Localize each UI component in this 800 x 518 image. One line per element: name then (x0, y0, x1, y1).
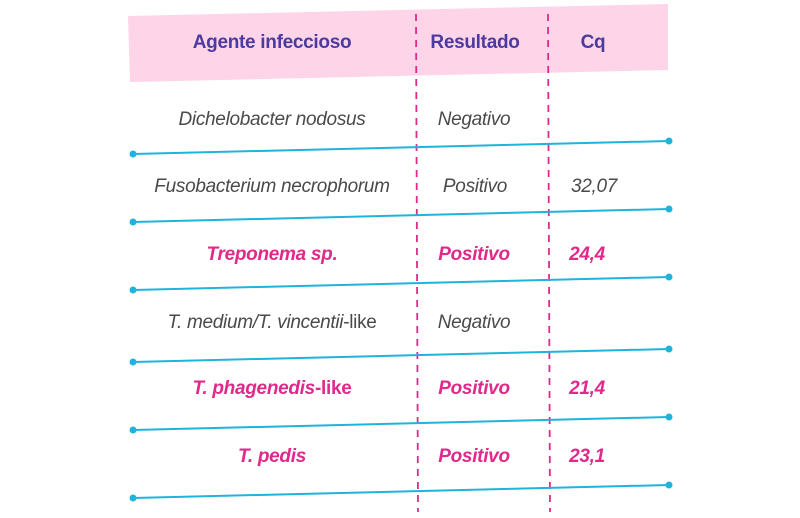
header-background (128, 4, 668, 82)
agent-cell: Dichelobacter nodosus (178, 109, 366, 130)
row-separator-2 (129, 205, 673, 226)
result-cell: Positivo (438, 244, 510, 265)
agent-name: T. phagenedis (192, 378, 316, 399)
result-cell: Positivo (442, 176, 508, 197)
agent-cell: T. pedis (238, 446, 306, 467)
agent-suffix: -like (343, 312, 377, 333)
cq-cell: 32,07 (570, 176, 618, 197)
cq-cell: 24,4 (569, 244, 605, 265)
header-result: Resultado (430, 32, 520, 53)
result-cell: Positivo (438, 378, 510, 399)
cq-cell: 23,1 (569, 446, 605, 467)
row-separator-5 (129, 413, 673, 434)
header-band (128, 4, 668, 82)
result-cell: Negativo (437, 312, 511, 333)
row-separator-4 (129, 345, 673, 366)
agent-cell: T. phagenedis-like (193, 378, 352, 400)
agent-cell: Fusobacterium necrophorum (154, 176, 390, 197)
agent-name: T. medium/T. vincentii (167, 312, 344, 333)
cq-cell: 21,4 (569, 378, 605, 399)
result-cell: Positivo (438, 446, 510, 467)
agent-suffix: -like (314, 378, 352, 399)
row-separator-6 (129, 481, 673, 502)
agent-cell: Treponema sp. (206, 244, 338, 265)
agent-cell: T. medium/T. vincentii-like (167, 312, 376, 334)
row-separator-3 (129, 273, 673, 294)
result-cell: Negativo (437, 109, 511, 130)
header-agent: Agente infeccioso (192, 32, 352, 53)
header-cq: Cq (580, 32, 606, 53)
row-separator-1 (129, 137, 673, 158)
